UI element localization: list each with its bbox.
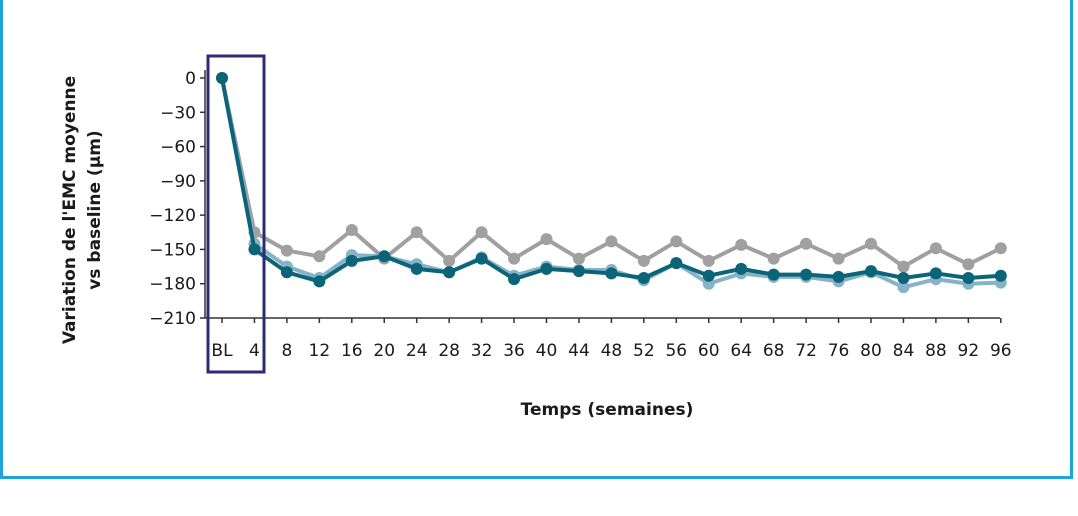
data-point [670,257,683,270]
baseline-highlight-box [206,54,266,374]
y-tick-label: −210 [149,309,196,329]
x-tick-label: 76 [828,341,850,361]
x-tick-label: 48 [601,341,623,361]
data-point [962,258,975,271]
x-tick-label: 64 [730,341,752,361]
x-tick-label: 24 [406,341,428,361]
data-point [897,260,910,273]
x-tick-label: 16 [341,341,363,361]
x-tick-label: 12 [309,341,331,361]
data-point [605,267,618,280]
data-point [313,275,326,288]
data-point [475,252,488,265]
data-point [865,265,877,278]
data-point [280,244,293,257]
x-ticks: BL 4 8 12 16 20 24 28 32 36 40 44 48 52 56 60 64 68 72 76 80… [211,318,1012,361]
data-point [800,237,813,250]
data-point [800,268,813,281]
chart-axes [204,70,1000,319]
x-tick-label: 44 [568,341,590,361]
y-tick-label: −150 [149,240,196,260]
x-tick-label: 40 [536,341,558,361]
data-point [994,269,1007,282]
x-tick-label: BL [211,341,233,361]
x-tick-label: 20 [373,341,395,361]
y-tick-label: −90 [160,172,196,192]
x-tick-label: 84 [893,341,915,361]
data-point [410,226,423,239]
y-axis-title-line2: vs baseline (µm) [85,130,105,289]
data-point [572,252,585,265]
y-ticks: 0 −30 −60 −90 −120 −150 −180 −210 [149,69,205,329]
data-point [248,243,261,256]
data-point [540,233,553,246]
data-point [735,238,748,251]
x-axis-title: Temps (semaines) [521,400,694,420]
data-point [702,269,715,282]
data-point [216,72,228,84]
y-axis-title-line1: Variation de l'EMC moyenne [60,76,80,344]
x-tick-label: 28 [438,341,460,361]
data-point [410,262,423,275]
x-tick-label: 88 [925,341,947,361]
data-point [313,250,326,263]
x-tick-label: 96 [990,341,1012,361]
y-tick-label: −180 [149,275,196,295]
data-point [832,270,845,283]
data-point [378,250,391,263]
series-2 [216,72,1007,294]
y-tick-label: −60 [160,138,196,158]
series-1 [216,72,1007,273]
data-point [865,237,877,250]
x-tick-label: 92 [958,341,980,361]
data-point [605,235,618,248]
data-point [962,272,975,284]
y-tick-label: −30 [160,103,196,123]
series-layer [216,72,1007,294]
y-tick-label: −120 [149,206,196,226]
data-point [767,268,780,281]
data-point [897,272,910,284]
chart-frame [0,0,1073,479]
data-point [702,254,715,267]
x-tick-label: 80 [860,341,882,361]
data-point [345,224,358,236]
data-point [540,262,553,275]
data-point [897,281,910,294]
data-point [345,254,358,267]
data-point [637,272,650,284]
data-point [475,226,488,239]
data-point [443,254,456,267]
x-tick-label: 4 [249,341,260,361]
data-point [508,273,521,286]
series-line [220,77,1001,290]
x-tick-label: 56 [665,341,687,361]
data-point [735,262,748,275]
data-point [832,252,845,265]
data-point [637,254,650,267]
x-tick-label: 32 [471,341,493,361]
data-point [929,242,942,255]
series-3 [216,72,1007,288]
data-point [929,267,942,280]
x-tick-label: 68 [763,341,785,361]
data-point [572,265,585,278]
x-tick-label: 52 [633,341,655,361]
x-tick-label: 36 [503,341,525,361]
x-tick-label: 72 [795,341,817,361]
data-point [443,266,456,279]
x-tick-label: 8 [281,341,292,361]
data-point [670,235,683,248]
data-point [280,266,293,279]
x-tick-label: 60 [698,341,720,361]
data-point [767,252,780,265]
y-tick-label: 0 [185,69,196,89]
data-point [994,242,1007,255]
data-point [508,252,521,265]
